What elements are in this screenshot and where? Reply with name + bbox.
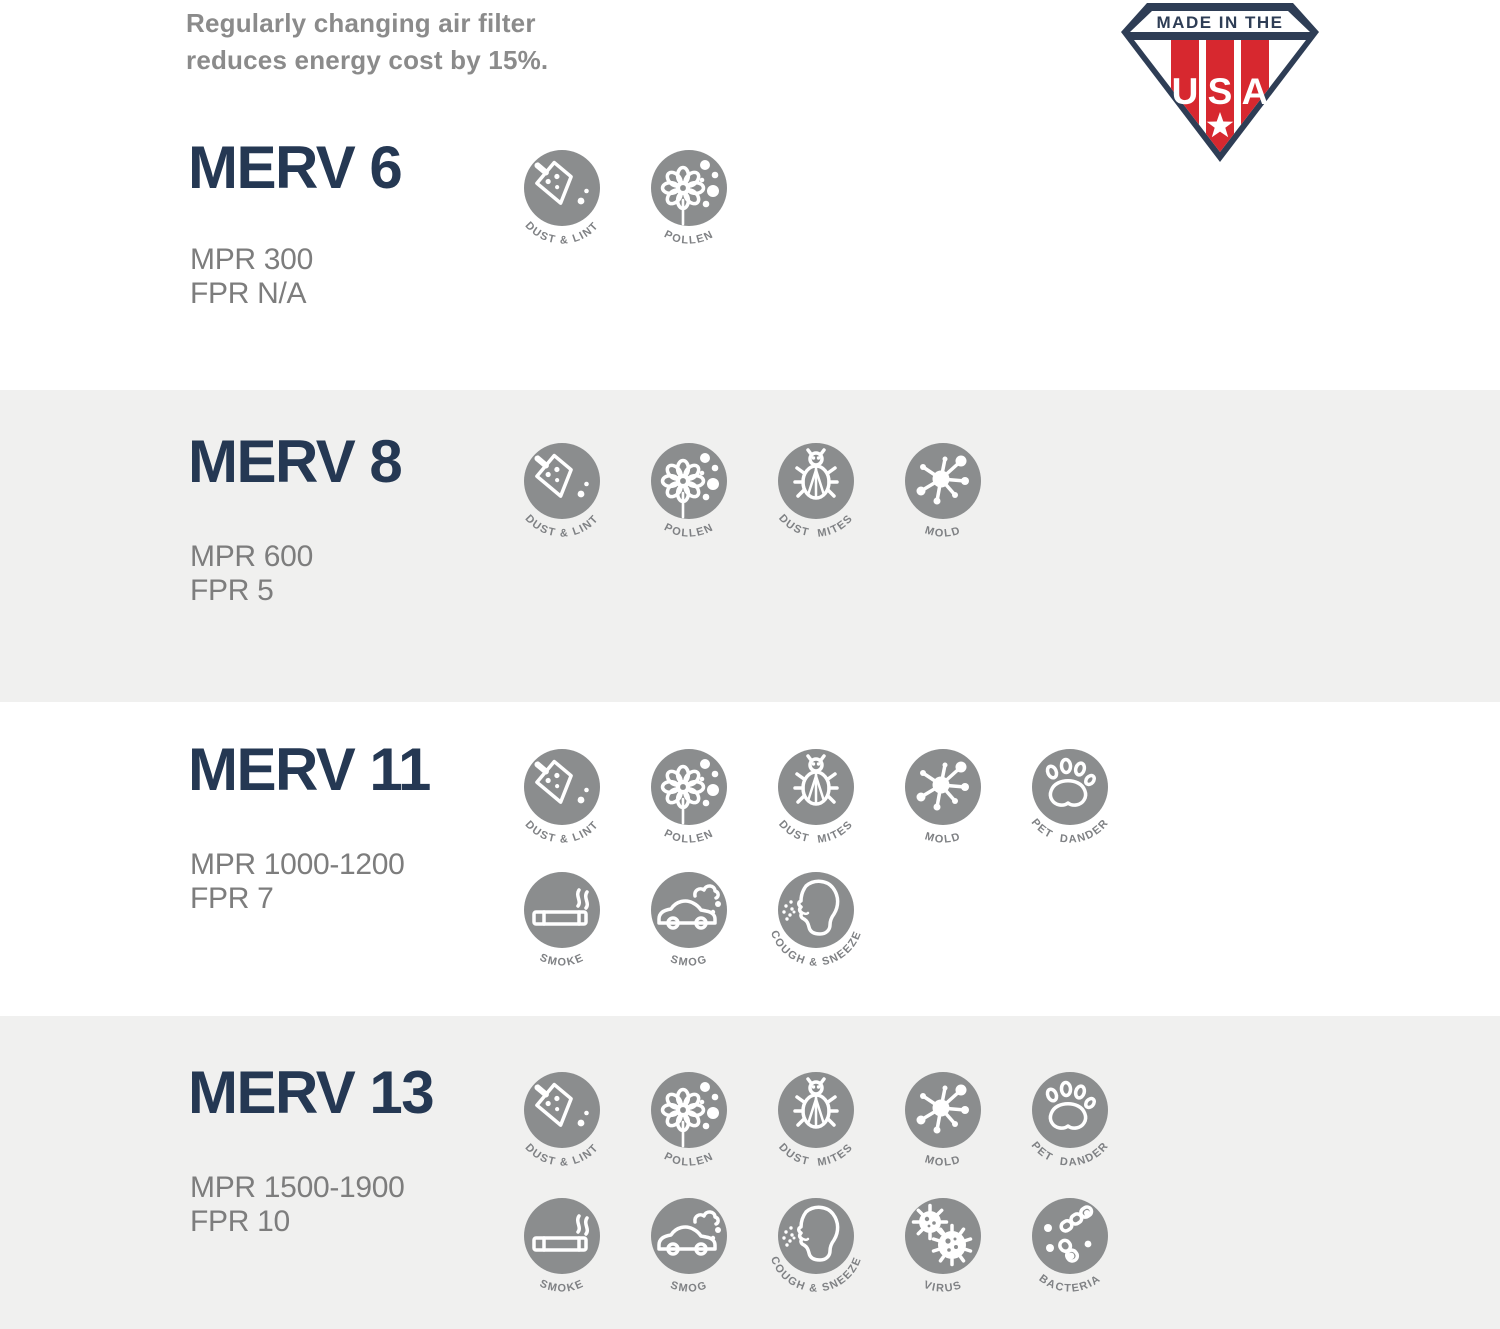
badge-banner-text: MADE IN THE <box>1157 13 1284 32</box>
pollen-icon: POLLEN <box>633 144 745 248</box>
icon-row: DUST & LINT POLLEN <box>506 144 745 248</box>
icon-row: SMOKE SMOG COUGH & SNEEZE VIRUS BACTERIA <box>506 1192 1126 1296</box>
mpr-value: MPR 300 <box>190 243 313 276</box>
mpr-value: MPR 600 <box>190 540 313 573</box>
mpr-value: MPR 1500-1900 <box>190 1171 405 1204</box>
fpr-value: FPR 10 <box>190 1205 290 1238</box>
smoke-icon: SMOKE <box>506 866 618 970</box>
badge-letter-s: S <box>1208 71 1233 112</box>
rating-details: MPR 600 FPR 5 <box>190 540 313 608</box>
bacteria-label: BACTERIA <box>1037 1272 1104 1294</box>
pollen-icon: POLLEN <box>633 1066 745 1170</box>
icon-row: SMOKE SMOG COUGH & SNEEZE <box>506 866 872 970</box>
smog-label: SMOG <box>669 953 709 969</box>
dust-mites-icon: DUST MITES <box>760 1066 872 1170</box>
pollen-icon: POLLEN <box>633 743 745 847</box>
smoke-label: SMOKE <box>538 952 586 969</box>
pet-dander-icon: PET DANDER <box>1014 743 1126 847</box>
cough-sneeze-icon: COUGH & SNEEZE <box>760 866 872 970</box>
mold-icon: MOLD <box>887 1066 999 1170</box>
badge-letter-a: A <box>1242 71 1269 112</box>
star-icon <box>1206 112 1234 138</box>
dust-lint-icon: DUST & LINT <box>506 1066 618 1170</box>
merv-rating-title: MERV 6 <box>188 134 403 201</box>
icon-row: DUST & LINT POLLEN DUST MITES MOLD <box>506 437 999 541</box>
merv-rating-title: MERV 11 <box>188 736 431 803</box>
smoke-icon: SMOKE <box>506 1192 618 1296</box>
fpr-value: FPR 5 <box>190 574 274 607</box>
mold-label: MOLD <box>923 830 962 845</box>
mpr-value: MPR 1000-1200 <box>190 848 405 881</box>
made-in-usa-badge: MADE IN THE U S A <box>1121 3 1319 162</box>
merv-rating-title: MERV 13 <box>188 1059 435 1126</box>
pollen-label: POLLEN <box>662 1150 716 1168</box>
virus-label: VIRUS <box>922 1279 964 1295</box>
smog-label: SMOG <box>669 1279 709 1295</box>
mold-label: MOLD <box>923 524 962 539</box>
mold-label: MOLD <box>923 1153 962 1168</box>
icon-row: DUST & LINT POLLEN DUST MITES MOLD PET DANDE… <box>506 1066 1126 1170</box>
dust-mites-icon: DUST MITES <box>760 437 872 541</box>
smog-icon: SMOG <box>633 1192 745 1296</box>
pollen-icon: POLLEN <box>633 437 745 541</box>
merv-section-merv-8: MERV 8 MPR 600 FPR 5 DUST & LINT POLLEN DUST … <box>0 390 1500 702</box>
pet-dander-icon: PET DANDER <box>1014 1066 1126 1170</box>
fpr-value: FPR N/A <box>190 277 307 310</box>
dust-lint-icon: DUST & LINT <box>506 144 618 248</box>
pollen-label: POLLEN <box>662 228 716 246</box>
smog-icon: SMOG <box>633 866 745 970</box>
dust-lint-icon: DUST & LINT <box>506 437 618 541</box>
pollen-label: POLLEN <box>662 827 716 845</box>
merv-section-merv-6: MERV 6 MPR 300 FPR N/A DUST & LINT POLLEN <box>0 0 1500 390</box>
energy-note: Regularly changing air filter reduces en… <box>186 5 548 79</box>
dust-lint-icon: DUST & LINT <box>506 743 618 847</box>
bacteria-icon: BACTERIA <box>1014 1192 1126 1296</box>
mold-icon: MOLD <box>887 437 999 541</box>
merv-rating-title: MERV 8 <box>188 428 403 495</box>
note-line1: Regularly changing air filter <box>186 8 536 38</box>
badge-banner <box>1130 11 1310 32</box>
rating-details: MPR 1000-1200 FPR 7 <box>190 848 405 916</box>
dust-mites-icon: DUST MITES <box>760 743 872 847</box>
merv-section-merv-13: MERV 13 MPR 1500-1900 FPR 10 DUST & LINT POL… <box>0 1016 1500 1329</box>
smoke-label: SMOKE <box>538 1278 586 1295</box>
rating-details: MPR 1500-1900 FPR 10 <box>190 1171 405 1239</box>
icon-row: DUST & LINT POLLEN DUST MITES MOLD PET DANDE… <box>506 743 1126 847</box>
pollen-label: POLLEN <box>662 521 716 539</box>
fpr-value: FPR 7 <box>190 882 274 915</box>
merv-section-merv-11: MERV 11 MPR 1000-1200 FPR 7 DUST & LINT POLL… <box>0 702 1500 1016</box>
note-line2: reduces energy cost by 15%. <box>186 45 549 75</box>
virus-icon: VIRUS <box>887 1192 999 1296</box>
rating-details: MPR 300 FPR N/A <box>190 243 313 311</box>
badge-letter-u: U <box>1172 71 1199 112</box>
mold-icon: MOLD <box>887 743 999 847</box>
cough-sneeze-icon: COUGH & SNEEZE <box>760 1192 872 1296</box>
